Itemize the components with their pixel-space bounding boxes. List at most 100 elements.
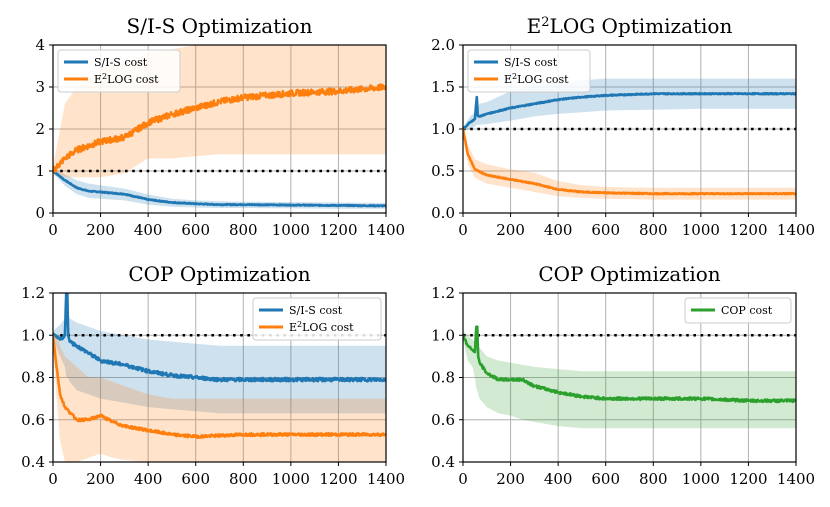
legend-label-segment: COP cost bbox=[721, 304, 773, 317]
x-tick-label: 1200 bbox=[729, 221, 767, 239]
y-tick-label: 3 bbox=[35, 78, 45, 96]
x-tick-label: 1200 bbox=[319, 221, 357, 239]
x-tick-label: 200 bbox=[86, 470, 115, 488]
x-tick-label: 600 bbox=[181, 470, 210, 488]
y-tick-label: 0.8 bbox=[431, 369, 455, 387]
series-line bbox=[463, 128, 796, 196]
chart-title-segment: E bbox=[527, 14, 542, 38]
chart-title-segment: 2 bbox=[541, 15, 549, 30]
plot-area bbox=[463, 325, 796, 429]
x-tick-label: 1200 bbox=[319, 470, 357, 488]
series-line bbox=[53, 293, 386, 383]
x-tick-label: 400 bbox=[544, 221, 573, 239]
series-line bbox=[53, 169, 386, 208]
legend-label-segment: E bbox=[504, 73, 512, 86]
y-tick-label: 1.0 bbox=[431, 326, 455, 344]
legend: COP cost bbox=[684, 297, 792, 324]
legend-label-segment: 2 bbox=[297, 320, 302, 329]
x-tick-label: 1400 bbox=[367, 470, 405, 488]
legend-label: S/I-S cost bbox=[504, 56, 558, 69]
x-tick-label: 0 bbox=[458, 470, 468, 488]
y-tick-label: 2 bbox=[35, 120, 45, 138]
y-tick-label: 1.0 bbox=[431, 120, 455, 138]
x-tick-label: 200 bbox=[496, 221, 525, 239]
legend-frame bbox=[467, 49, 591, 93]
x-tick-label: 800 bbox=[229, 470, 258, 488]
y-tick-label: 1.2 bbox=[431, 284, 455, 302]
legend-label: S/I-S cost bbox=[289, 304, 343, 317]
confidence-band bbox=[463, 331, 796, 429]
x-tick-label: 1200 bbox=[729, 470, 767, 488]
chart-title: COP Optimization bbox=[128, 262, 310, 286]
x-tick-label: 0 bbox=[48, 221, 58, 239]
legend: S/I-S cost E2LOG cost bbox=[252, 297, 382, 341]
x-tick-label: 800 bbox=[639, 221, 668, 239]
confidence-band bbox=[53, 168, 386, 209]
legend: S/I-S cost E2LOG cost bbox=[467, 49, 591, 93]
y-tick-label: 0.4 bbox=[431, 453, 455, 471]
legend-frame bbox=[684, 297, 792, 324]
x-tick-label: 200 bbox=[496, 470, 525, 488]
y-tick-label: 0.4 bbox=[21, 453, 45, 471]
x-tick-label: 600 bbox=[591, 470, 620, 488]
x-tick-label: 1000 bbox=[272, 221, 310, 239]
x-tick-label: 1000 bbox=[682, 221, 720, 239]
y-tick-label: 1 bbox=[35, 162, 45, 180]
y-tick-label: 1.5 bbox=[431, 78, 455, 96]
x-tick-label: 0 bbox=[458, 221, 468, 239]
legend: S/I-S cost E2LOG cost bbox=[57, 49, 181, 93]
confidence-band bbox=[463, 127, 796, 200]
legend-frame bbox=[252, 297, 382, 341]
legend-label: E2LOG cost bbox=[289, 320, 354, 335]
y-tick-label: 0 bbox=[35, 204, 45, 222]
chart-title-segment: S/I-S Optimization bbox=[127, 14, 313, 38]
y-tick-label: 0.5 bbox=[431, 162, 455, 180]
y-tick-label: 0.0 bbox=[431, 204, 455, 222]
legend-label-segment: E bbox=[94, 73, 102, 86]
x-tick-label: 1000 bbox=[682, 470, 720, 488]
y-tick-label: 2.0 bbox=[431, 36, 455, 54]
chart-title-segment: COP Optimization bbox=[538, 262, 720, 286]
series-line bbox=[463, 325, 796, 404]
x-tick-label: 600 bbox=[181, 221, 210, 239]
legend-label-segment: 2 bbox=[512, 72, 517, 81]
x-tick-label: 0 bbox=[48, 470, 58, 488]
confidence-band bbox=[53, 314, 386, 414]
legend-label-segment: S/I-S cost bbox=[94, 56, 148, 69]
y-tick-label: 0.8 bbox=[21, 369, 45, 387]
chart-panel-4: COP Optimization 0 200 400 600 800 1000 1200 140… bbox=[431, 262, 815, 488]
plot-area bbox=[463, 78, 796, 200]
chart-title: COP Optimization bbox=[538, 262, 720, 286]
y-tick-label: 1.0 bbox=[21, 326, 45, 344]
chart-panel-3: COP Optimization 0 200 400 600 800 1000 1200 140… bbox=[21, 262, 405, 488]
legend-label-segment: S/I-S cost bbox=[504, 56, 558, 69]
x-tick-label: 400 bbox=[134, 221, 163, 239]
legend-frame bbox=[57, 49, 181, 93]
x-tick-label: 1400 bbox=[777, 221, 815, 239]
x-tick-label: 1400 bbox=[777, 470, 815, 488]
x-tick-label: 200 bbox=[86, 221, 115, 239]
legend-label: E2LOG cost bbox=[504, 72, 569, 87]
y-tick-label: 1.2 bbox=[21, 284, 45, 302]
x-tick-label: 800 bbox=[639, 470, 668, 488]
legend-label: COP cost bbox=[721, 304, 773, 317]
legend-label-segment: S/I-S cost bbox=[289, 304, 343, 317]
chart-title-segment: LOG Optimization bbox=[550, 14, 733, 38]
series-line bbox=[53, 83, 386, 173]
y-tick-label: 0.6 bbox=[21, 411, 45, 429]
y-tick-label: 0.6 bbox=[431, 411, 455, 429]
chart-title-segment: COP Optimization bbox=[128, 262, 310, 286]
legend-label-segment: LOG cost bbox=[517, 73, 569, 86]
series-line bbox=[463, 91, 796, 131]
x-tick-label: 800 bbox=[229, 221, 258, 239]
legend-label: S/I-S cost bbox=[94, 56, 148, 69]
x-tick-label: 600 bbox=[591, 221, 620, 239]
x-tick-label: 400 bbox=[134, 470, 163, 488]
x-tick-label: 1400 bbox=[367, 221, 405, 239]
x-tick-label: 400 bbox=[544, 470, 573, 488]
chart-panel-1: S/I-S Optimization 0 200 400 600 800 1000 1200 1… bbox=[35, 14, 405, 239]
x-tick-label: 1000 bbox=[272, 470, 310, 488]
plot-area bbox=[53, 293, 386, 462]
